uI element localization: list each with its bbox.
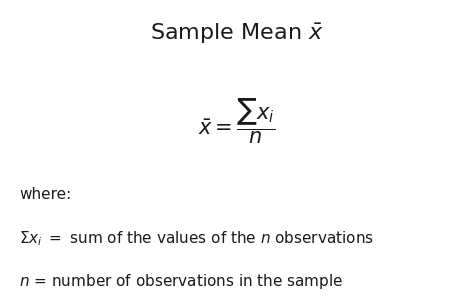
Text: $\bar{x} = \dfrac{\sum x_i}{n}$: $\bar{x} = \dfrac{\sum x_i}{n}$	[198, 97, 276, 146]
Text: where:: where:	[19, 187, 71, 202]
Text: $\Sigma x_i$ $=$ sum of the values of the $n$ observations: $\Sigma x_i$ $=$ sum of the values of th…	[19, 230, 374, 248]
Text: $n$ = number of observations in the sample: $n$ = number of observations in the samp…	[19, 272, 343, 291]
Text: Sample Mean $\bar{x}$: Sample Mean $\bar{x}$	[150, 21, 324, 46]
